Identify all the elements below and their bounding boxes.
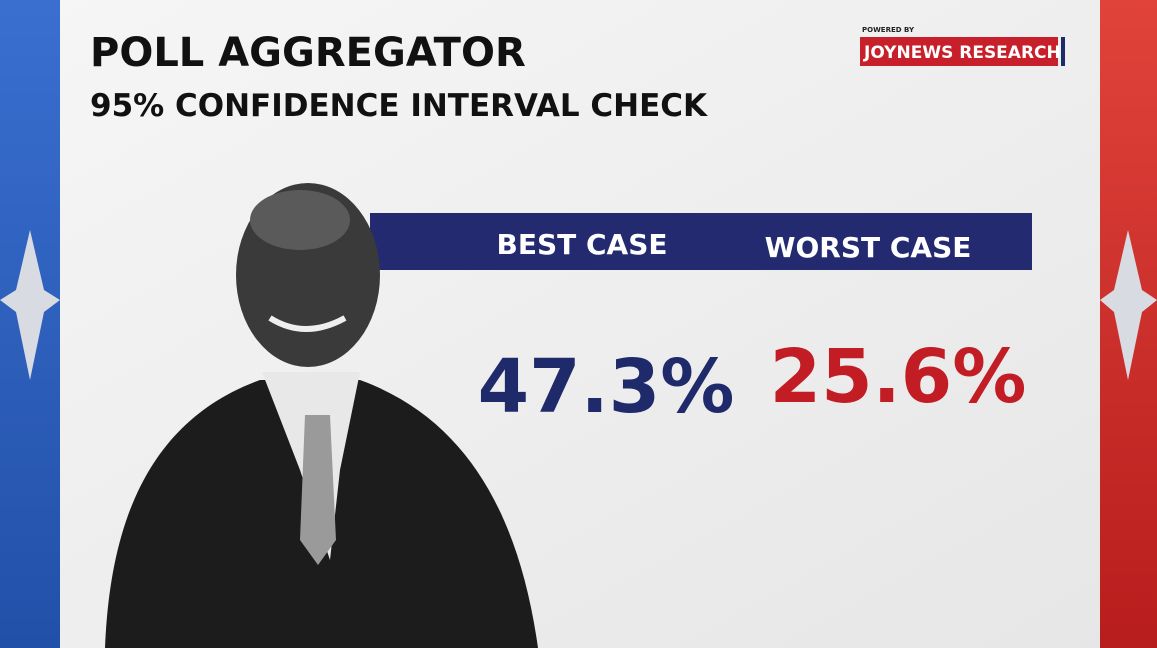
smile (268, 315, 347, 332)
left-star (0, 230, 60, 380)
tie (300, 415, 336, 565)
worst-case-value: 25.6% (770, 334, 1027, 420)
column-label: WORST CASE (765, 231, 972, 264)
powered-by: POWERED BY (862, 26, 915, 34)
brand-box (860, 37, 1058, 66)
title: POLL AGGREGATOR (90, 30, 526, 76)
column-label: BEST CASE (497, 228, 668, 261)
portrait (105, 183, 538, 648)
brand-accent (1061, 37, 1065, 66)
best-case-value: 47.3% (478, 344, 735, 430)
head-highlight (250, 190, 350, 250)
right-star (1100, 230, 1157, 380)
banner (370, 213, 1032, 270)
brand-name: JOYNEWS RESEARCH (863, 43, 1061, 63)
subtitle: 95% CONFIDENCE INTERVAL CHECK (90, 88, 708, 124)
